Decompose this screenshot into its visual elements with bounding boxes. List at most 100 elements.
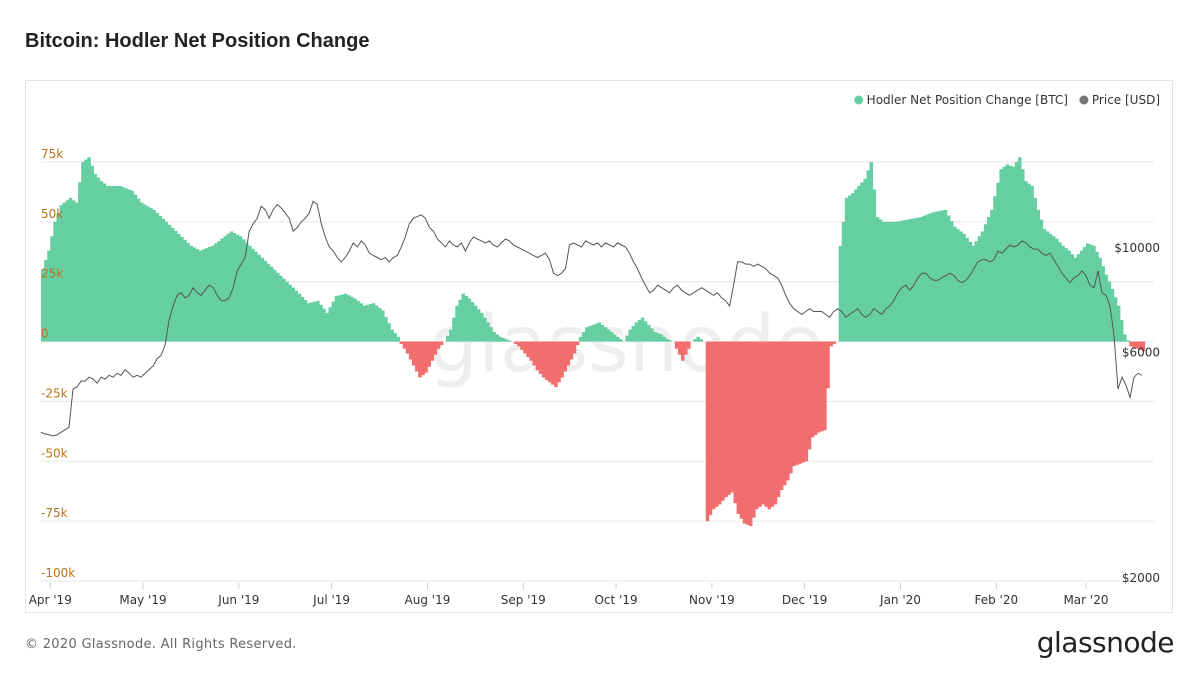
bar: [1014, 162, 1019, 342]
bar: [316, 300, 320, 342]
bar: [180, 236, 184, 342]
bar: [810, 341, 815, 438]
bar: [634, 322, 639, 342]
bar: [93, 173, 98, 342]
bar: [993, 196, 997, 342]
bar: [1089, 244, 1093, 342]
bar: [105, 185, 110, 342]
bar: [949, 221, 954, 342]
bar: [968, 241, 972, 342]
right-tick-label: $2000: [1122, 571, 1160, 585]
bar: [699, 339, 704, 342]
bar: [575, 341, 580, 346]
bar: [204, 248, 209, 342]
bar: [857, 185, 861, 342]
bar: [742, 341, 747, 524]
bar: [121, 187, 125, 342]
bar: [1042, 229, 1047, 342]
bar: [130, 190, 135, 342]
x-tick-label: Feb '20: [975, 593, 1019, 607]
bar: [1039, 219, 1044, 342]
bar: [1011, 166, 1016, 342]
bar: [220, 238, 224, 342]
bar: [844, 197, 849, 342]
bar: [817, 341, 821, 433]
bar: [238, 236, 243, 342]
bar: [226, 233, 230, 342]
bar: [337, 295, 342, 342]
bar: [164, 221, 169, 342]
bar: [940, 210, 945, 342]
bar: [473, 305, 478, 342]
bar: [245, 242, 249, 342]
bar: [260, 257, 264, 342]
bar: [789, 341, 793, 474]
bar: [572, 341, 577, 354]
bar: [922, 215, 926, 342]
bar: [711, 341, 716, 510]
bar: [1079, 250, 1084, 342]
bar: [609, 331, 614, 342]
bar: [578, 336, 583, 342]
bar: [356, 300, 360, 342]
bar: [900, 220, 904, 342]
bar: [217, 241, 221, 342]
bar: [399, 341, 404, 344]
bar: [1024, 181, 1028, 342]
bar: [143, 204, 147, 342]
bar: [183, 239, 187, 342]
bar: [211, 245, 215, 342]
legend-label[interactable]: Price [USD]: [1092, 93, 1160, 107]
bar: [288, 284, 292, 342]
bar: [662, 336, 666, 342]
bar: [408, 341, 413, 360]
bar: [1045, 231, 1050, 342]
bar: [53, 221, 57, 342]
bar: [353, 298, 357, 342]
bar: [133, 194, 138, 342]
bar: [597, 322, 601, 342]
bar: [1021, 169, 1025, 342]
bar: [680, 341, 685, 361]
bar: [464, 296, 469, 342]
bar: [71, 200, 76, 342]
bar: [75, 202, 79, 342]
bar: [875, 217, 880, 342]
bar: [888, 221, 892, 342]
bar: [616, 336, 620, 342]
bar: [786, 341, 790, 481]
bar: [999, 169, 1003, 342]
chart-title: Bitcoin: Hodler Net Position Change: [25, 30, 370, 52]
bar: [207, 246, 212, 342]
bar: [44, 260, 48, 342]
bar: [146, 206, 150, 342]
bar: [173, 230, 178, 342]
bar: [733, 341, 738, 504]
bar: [677, 341, 682, 355]
bar: [569, 341, 574, 360]
left-tick-label: -75k: [41, 506, 68, 520]
bar: [872, 189, 877, 342]
bar: [820, 341, 824, 432]
bar: [953, 226, 957, 342]
bar: [594, 323, 598, 342]
bar: [186, 242, 190, 342]
left-tick-label: 25k: [41, 267, 63, 281]
bar: [1082, 246, 1087, 342]
bar: [1070, 254, 1075, 342]
legend-label[interactable]: Hodler Net Position Change [BTC]: [867, 93, 1068, 107]
bar: [269, 266, 274, 342]
bar: [891, 221, 895, 342]
bar: [903, 220, 908, 342]
bar: [1076, 254, 1081, 342]
bar: [201, 249, 206, 342]
bar: [377, 308, 382, 342]
bar: [328, 307, 333, 342]
bar: [421, 341, 425, 376]
bar: [195, 248, 200, 342]
bar: [152, 209, 156, 342]
bar: [430, 341, 435, 361]
bar: [41, 269, 45, 342]
bar: [841, 221, 846, 342]
bar: [588, 326, 592, 342]
